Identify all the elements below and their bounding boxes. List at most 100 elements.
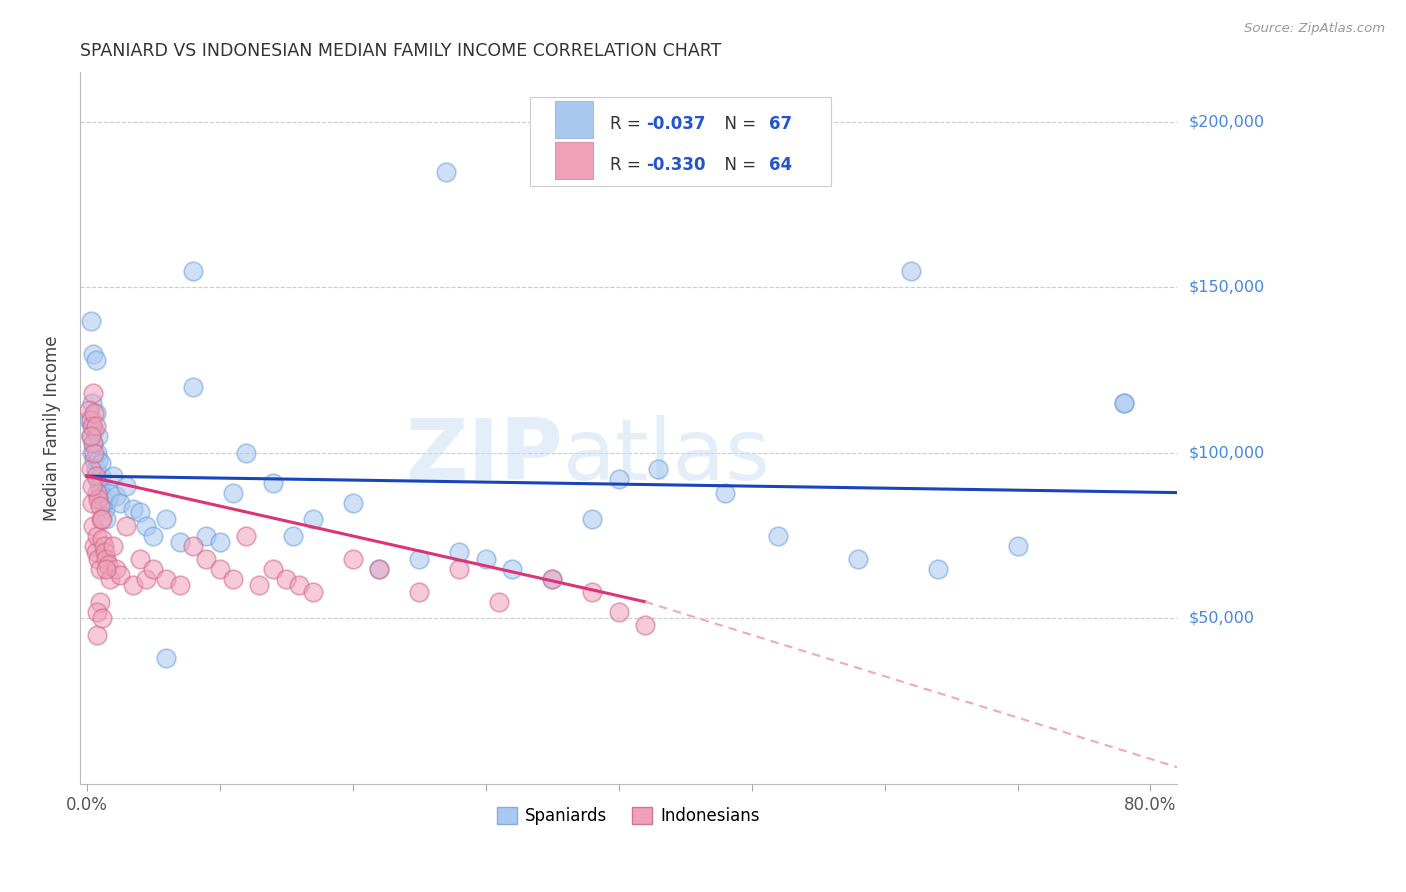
Point xyxy=(90,456,112,470)
Point xyxy=(447,562,470,576)
Point xyxy=(87,452,110,467)
Point xyxy=(94,502,117,516)
Text: 64: 64 xyxy=(769,156,792,174)
Point xyxy=(766,528,789,542)
Point xyxy=(96,551,118,566)
Point xyxy=(89,595,111,609)
Text: atlas: atlas xyxy=(562,415,770,498)
Point xyxy=(86,628,108,642)
Point xyxy=(86,528,108,542)
Point xyxy=(87,429,110,443)
Point xyxy=(89,499,111,513)
Point xyxy=(408,585,430,599)
Text: $150,000: $150,000 xyxy=(1188,280,1264,295)
Point xyxy=(474,551,496,566)
Point xyxy=(108,495,131,509)
Point xyxy=(900,264,922,278)
Point xyxy=(181,264,204,278)
Point xyxy=(195,528,218,542)
Point xyxy=(274,572,297,586)
Point xyxy=(84,469,107,483)
Point xyxy=(135,518,157,533)
Point xyxy=(82,436,104,450)
Point xyxy=(342,551,364,566)
Point xyxy=(488,595,510,609)
Point xyxy=(89,479,111,493)
Point xyxy=(122,578,145,592)
Point xyxy=(169,535,191,549)
Point xyxy=(128,505,150,519)
Point xyxy=(97,492,120,507)
Point xyxy=(80,446,103,460)
Y-axis label: Median Family Income: Median Family Income xyxy=(44,335,60,521)
Point xyxy=(84,353,107,368)
Point xyxy=(86,485,108,500)
FancyBboxPatch shape xyxy=(530,97,831,186)
Text: $50,000: $50,000 xyxy=(1188,611,1254,626)
Point xyxy=(87,492,110,507)
Point xyxy=(94,545,117,559)
Point xyxy=(87,551,110,566)
Point xyxy=(91,611,114,625)
Point xyxy=(169,578,191,592)
Point xyxy=(434,164,457,178)
Point xyxy=(80,396,103,410)
Point xyxy=(501,562,523,576)
Point xyxy=(82,436,104,450)
Point xyxy=(208,535,231,549)
Point xyxy=(83,446,105,460)
Point xyxy=(97,558,120,573)
Point xyxy=(84,545,107,559)
Point xyxy=(927,562,949,576)
Point xyxy=(84,419,107,434)
Point xyxy=(122,502,145,516)
Point xyxy=(342,495,364,509)
Text: N =: N = xyxy=(714,156,762,174)
Point xyxy=(115,479,138,493)
Point xyxy=(235,528,257,542)
Point xyxy=(82,419,104,434)
Point xyxy=(89,485,111,500)
Bar xyxy=(555,142,593,179)
Point xyxy=(368,562,391,576)
Point xyxy=(86,605,108,619)
Point xyxy=(91,532,114,546)
Text: R =: R = xyxy=(610,115,645,133)
Text: Source: ZipAtlas.com: Source: ZipAtlas.com xyxy=(1244,22,1385,36)
Point xyxy=(82,346,104,360)
Point xyxy=(96,562,118,576)
Text: $200,000: $200,000 xyxy=(1188,114,1264,129)
Point xyxy=(714,485,737,500)
Text: R =: R = xyxy=(610,156,645,174)
Point xyxy=(208,562,231,576)
Point xyxy=(222,572,245,586)
Point xyxy=(181,539,204,553)
Point xyxy=(541,572,564,586)
Point xyxy=(155,512,177,526)
Point xyxy=(195,551,218,566)
Text: -0.330: -0.330 xyxy=(645,156,706,174)
Point xyxy=(104,562,127,576)
Point xyxy=(83,423,105,437)
Point xyxy=(86,446,108,460)
Point xyxy=(104,489,127,503)
Point xyxy=(101,469,124,483)
Point xyxy=(108,568,131,582)
Point xyxy=(101,539,124,553)
Point xyxy=(222,485,245,500)
Text: $100,000: $100,000 xyxy=(1188,445,1264,460)
Point xyxy=(846,551,869,566)
Point xyxy=(581,512,603,526)
Point xyxy=(301,585,323,599)
Text: SPANIARD VS INDONESIAN MEDIAN FAMILY INCOME CORRELATION CHART: SPANIARD VS INDONESIAN MEDIAN FAMILY INC… xyxy=(80,42,721,60)
Point xyxy=(249,578,271,592)
Point xyxy=(1007,539,1029,553)
Point xyxy=(541,572,564,586)
Point xyxy=(84,462,107,476)
Point xyxy=(142,562,165,576)
Point xyxy=(79,413,101,427)
Point xyxy=(607,605,630,619)
Point xyxy=(281,528,304,542)
Text: ZIP: ZIP xyxy=(405,415,562,498)
Point xyxy=(77,403,100,417)
